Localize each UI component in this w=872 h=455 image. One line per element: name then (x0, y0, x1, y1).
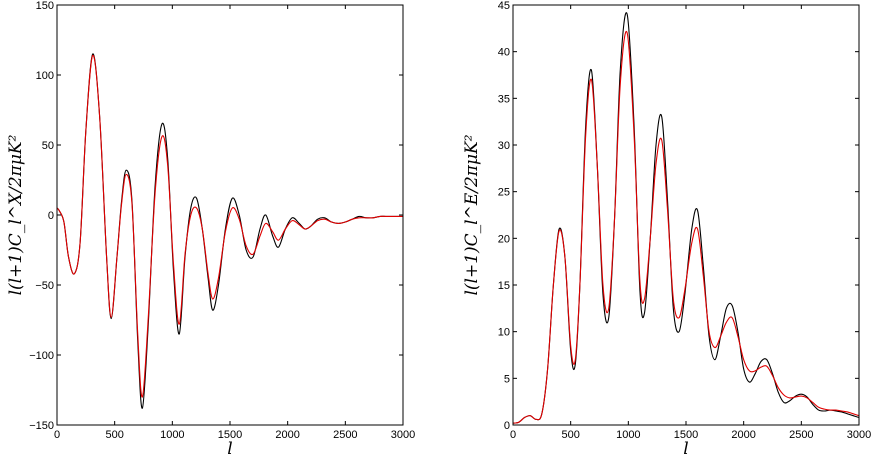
y-tick-label: 25 (498, 187, 510, 199)
plot-frame (512, 4, 860, 426)
x-tick-label: 1500 (218, 429, 242, 441)
x-tick-label: 3000 (391, 429, 415, 441)
y-axis-label: l(l+1)C_l^X/2πμK² (6, 134, 26, 295)
x-tick-label: 2000 (731, 429, 755, 441)
y-tick-label: 5 (504, 373, 510, 385)
red-series-line (57, 54, 403, 398)
y-tick-label: 150 (36, 0, 54, 12)
x-tick-label: 2500 (333, 429, 357, 441)
y-axis-label: l(l+1)C_l^E/2πμK² (462, 134, 482, 295)
plot-frame (56, 4, 404, 426)
x-tick-label: 1000 (616, 429, 640, 441)
x-tick-label: 0 (54, 429, 60, 441)
x-tick-label: 500 (105, 429, 123, 441)
y-tick-label: 15 (498, 280, 510, 292)
x-tick-label: 1000 (160, 429, 184, 441)
x-tick-label: 0 (510, 429, 516, 441)
y-tick-label: 0 (504, 420, 510, 432)
x-tick-label: 3000 (847, 429, 871, 441)
black-series-line (57, 53, 403, 409)
y-tick-label: 10 (498, 327, 510, 339)
left-chart-panel: 0 500 1000 1500 2000 2500 3000 −150 −100 −50 0 50 10… (6, 0, 415, 455)
black-series-line (513, 12, 859, 424)
y-tick-label: 35 (498, 93, 510, 105)
x-tick-label: 500 (561, 429, 579, 441)
y-tick-label: 40 (498, 47, 510, 59)
series-group (513, 12, 859, 424)
y-tick-label: −100 (29, 350, 54, 362)
y-tick-label: 30 (498, 140, 510, 152)
right-chart-panel: 0 500 1000 1500 2000 2500 3000 0 5 10 15 20 25 30 35 40… (462, 0, 871, 455)
series-group (57, 53, 403, 409)
y-tick-label: −50 (35, 280, 54, 292)
x-axis-label: l (683, 439, 688, 455)
y-tick-label: −150 (29, 420, 54, 432)
y-tick-label: 50 (42, 140, 54, 152)
x-tick-label: 1500 (674, 429, 698, 441)
x-tick-label: 2000 (275, 429, 299, 441)
x-tick-label: 2500 (789, 429, 813, 441)
red-series-line (513, 30, 859, 424)
y-tick-label: 0 (48, 210, 54, 222)
x-axis-label: l (227, 439, 232, 455)
y-tick-label: 20 (498, 233, 510, 245)
y-tick-label: 45 (498, 0, 510, 12)
y-tick-label: 100 (36, 70, 54, 82)
